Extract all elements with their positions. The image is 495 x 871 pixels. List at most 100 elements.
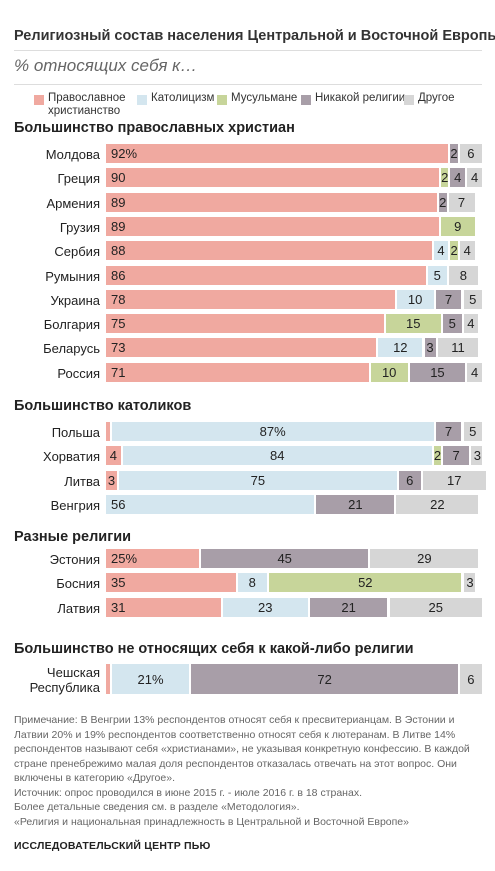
legend-swatch-orth	[34, 95, 44, 105]
bar-row: 75 15 5 4	[106, 314, 482, 334]
bar-segment-cath	[433, 241, 449, 261]
bar-value-label: 31	[111, 599, 126, 615]
bar-value-label: 21%	[137, 671, 164, 687]
country-label: Литва	[0, 474, 100, 489]
bar-segment-none	[191, 664, 458, 694]
country-label: Сербия	[0, 244, 100, 259]
bar-segment-musl	[440, 216, 475, 236]
bar-value-label: 5	[469, 424, 477, 439]
country-label: Грузия	[0, 220, 100, 235]
bar-value-label: 71	[111, 364, 126, 380]
bar-segment-orth	[106, 216, 439, 236]
legend-label-line: Мусульмане	[231, 92, 298, 104]
group-title: Большинство не относящих себя к какой-ли…	[14, 641, 414, 657]
bar-segment-other	[467, 168, 482, 188]
country-label-line: Хорватия	[43, 449, 100, 465]
bar-value-label: 3	[426, 340, 434, 356]
country-label-line: Россия	[57, 365, 100, 381]
chart-subtitle: % относящих себя к…	[14, 56, 198, 75]
bar-segment-none	[435, 422, 462, 441]
bar-row: 88 4 2 4	[106, 241, 482, 261]
bar-segment-none	[450, 144, 458, 163]
bar-segment-other	[389, 597, 482, 617]
bar-segment-musl	[450, 241, 458, 261]
bar-value-label: 45	[277, 551, 292, 566]
country-label: Украина	[0, 292, 101, 308]
bar-segment-other	[463, 289, 482, 309]
legend-swatch-musl	[217, 95, 227, 105]
bar-segment-cath	[378, 338, 423, 358]
bar-segment-none	[439, 192, 447, 212]
chart-notes: Примечание: В Венгрии 13% респондентов о…	[14, 713, 484, 829]
bar-row: 73 12 3 11	[106, 338, 482, 358]
bar-segment-other	[448, 192, 475, 212]
bar-row: 21% 72 6	[106, 664, 482, 694]
bar-value-label: 5	[469, 291, 477, 307]
country-label: Молдова	[0, 147, 100, 162]
bar-value-label: 4	[463, 243, 471, 259]
bar-segment-none	[201, 549, 369, 568]
bar-segment-other	[463, 314, 479, 334]
bar-segment-cath	[237, 573, 268, 593]
country-label: Румыния	[0, 269, 100, 284]
bar-value-label: 4	[470, 170, 479, 186]
bar-value-label: 92%	[111, 146, 138, 161]
bar-segment-other	[459, 144, 482, 163]
bar-value-label: 22	[430, 496, 445, 512]
bar-segment-orth	[106, 549, 199, 568]
bar-row: 71 10 15 4	[106, 362, 482, 382]
legend-label-cath: Католицизм	[151, 92, 214, 105]
note-line: Латвии 20% и 19% респондентов соответств…	[14, 728, 456, 741]
country-label: Польша	[0, 425, 100, 440]
bar-value-label: 9	[454, 218, 462, 234]
title-divider	[14, 50, 482, 51]
country-label-line: Латвия	[57, 600, 100, 616]
bar-value-label: 89	[111, 218, 126, 234]
bar-value-label: 2	[450, 146, 458, 161]
bar-segment-none	[424, 338, 436, 358]
bar-value-label: 7	[444, 424, 453, 439]
bar-value-label: 3	[473, 448, 481, 464]
bar-segment-other	[463, 573, 475, 593]
legend-label-other: Другое	[418, 92, 455, 105]
note-line: Примечание: В Венгрии 13% респондентов о…	[14, 714, 455, 726]
country-label-line: Армения	[46, 195, 100, 211]
bar-segment-orth	[106, 338, 377, 358]
country-label-line: Эстония	[49, 552, 100, 567]
bar-segment-musl	[433, 446, 442, 466]
note-line: Более детальные сведения см. в разделе «…	[14, 801, 300, 813]
bar-segment-musl	[269, 573, 462, 593]
bar-segment-other	[396, 494, 479, 514]
country-label: Россия	[0, 366, 100, 381]
country-label-line: Сербия	[54, 244, 100, 260]
bar-segment-orth	[106, 241, 432, 261]
bar-row: 89 2 7	[106, 192, 482, 212]
bar-value-label: 84	[270, 448, 285, 464]
bar-segment-none	[409, 362, 466, 382]
bar-row: 3 75 6 17	[106, 470, 486, 490]
bar-segment-other	[448, 265, 479, 285]
bar-segment-none	[309, 597, 388, 617]
country-label-line: Венгрия	[50, 497, 100, 513]
country-label: Болгария	[0, 317, 100, 332]
country-label-line: Молдова	[45, 147, 100, 162]
bar-segment-none	[443, 314, 462, 334]
country-label-line: Украина	[50, 292, 101, 308]
bar-segment-other	[422, 470, 486, 490]
bar-value-label: 7	[457, 194, 466, 210]
bar-value-label: 6	[467, 146, 475, 161]
bar-value-label: 75	[111, 316, 126, 332]
bar-value-label: 10	[407, 291, 423, 307]
bar-value-label: 6	[406, 472, 414, 488]
bar-segment-other	[459, 241, 475, 261]
bar-value-label: 90	[111, 170, 126, 186]
bar-value-label: 87%	[259, 424, 286, 439]
group-title: Большинство православных христиан	[14, 120, 295, 136]
bar-value-label: 7	[444, 291, 453, 307]
bar-segment-orth	[106, 144, 449, 163]
legend-label-line: Католицизм	[151, 92, 215, 104]
bar-segment-orth	[106, 289, 395, 309]
bar-segment-none	[443, 446, 469, 466]
bar-value-label: 17	[447, 472, 462, 488]
bar-value-label: 23	[258, 599, 273, 615]
